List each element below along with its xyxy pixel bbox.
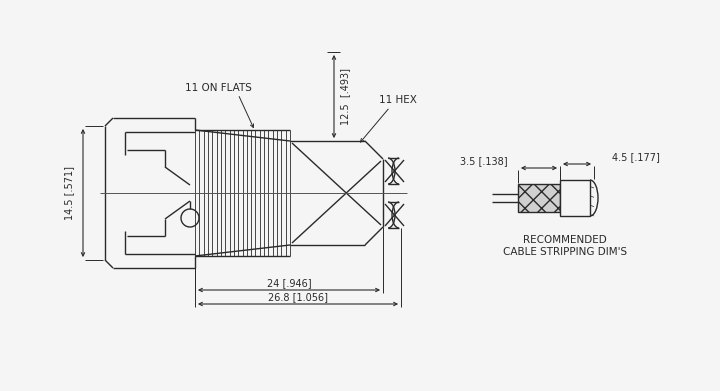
Text: 11 HEX: 11 HEX [379, 95, 417, 105]
Text: 24 [.946]: 24 [.946] [266, 278, 311, 288]
Text: 12.5  [.493]: 12.5 [.493] [340, 68, 350, 125]
Text: 3.5 [.138]: 3.5 [.138] [460, 156, 508, 166]
Text: CABLE STRIPPING DIM'S: CABLE STRIPPING DIM'S [503, 247, 627, 257]
Text: 4.5 [.177]: 4.5 [.177] [612, 152, 660, 162]
Text: 26.8 [1.056]: 26.8 [1.056] [268, 292, 328, 302]
FancyBboxPatch shape [560, 180, 590, 216]
FancyBboxPatch shape [518, 184, 560, 212]
Text: 11 ON FLATS: 11 ON FLATS [184, 83, 251, 93]
Text: RECOMMENDED: RECOMMENDED [523, 235, 607, 245]
Text: 14.5 [.571]: 14.5 [.571] [64, 166, 74, 220]
